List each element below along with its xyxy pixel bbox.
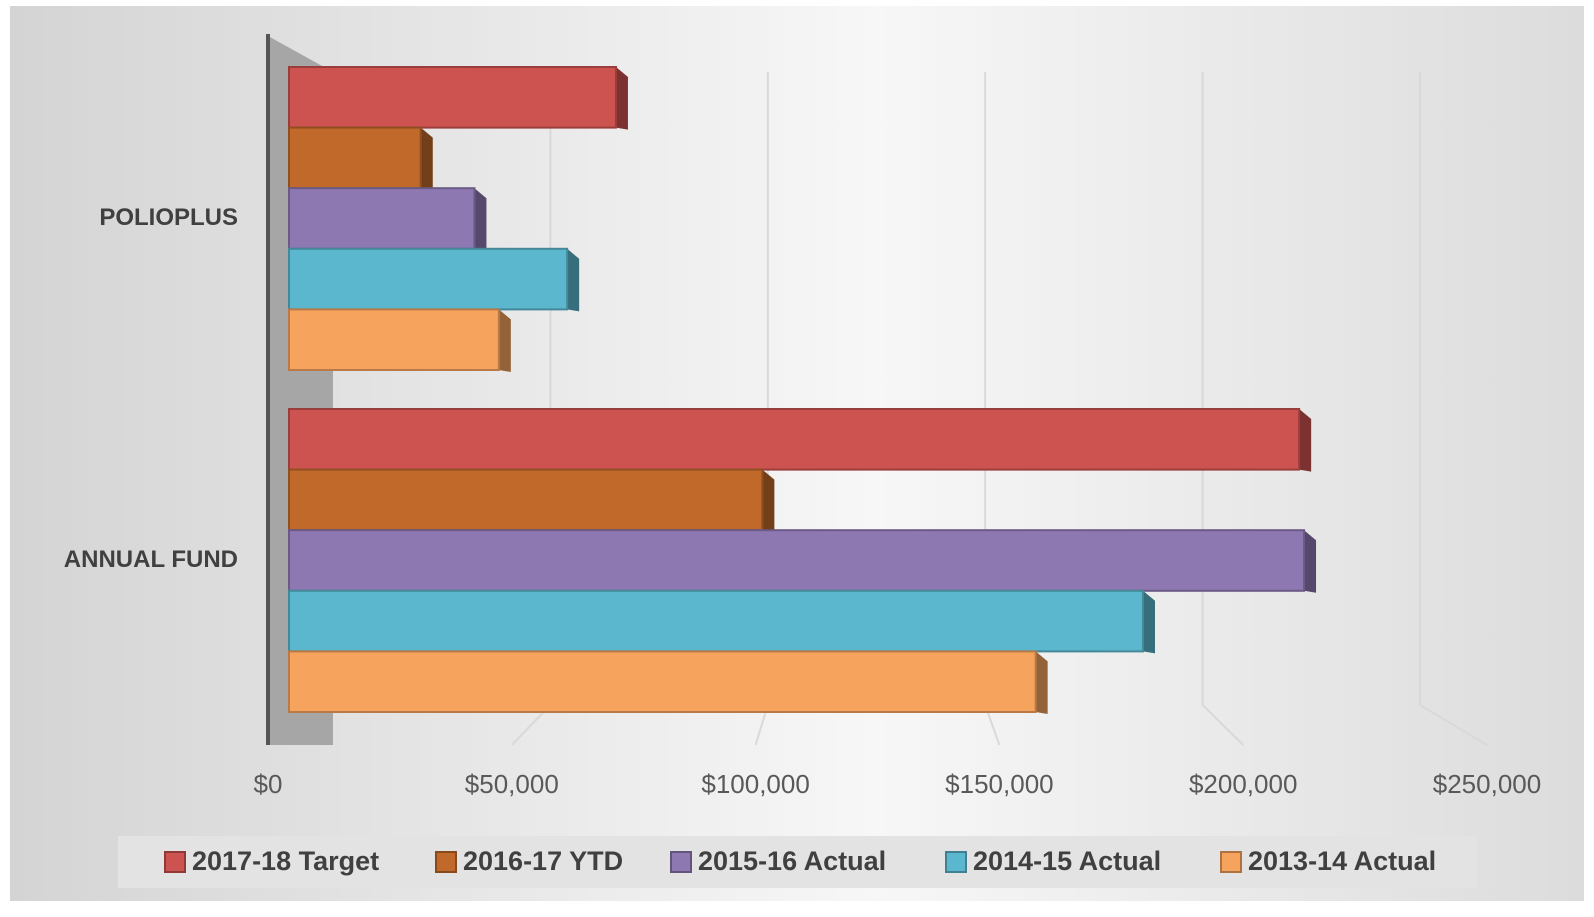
legend (118, 836, 1477, 888)
category-label: ANNUAL FUND (64, 546, 238, 573)
legend-swatch (670, 851, 692, 873)
bar-side (567, 248, 580, 312)
bar (288, 308, 500, 371)
bar (288, 529, 1306, 592)
legend-swatch (435, 851, 457, 873)
bar-side (474, 188, 487, 251)
bar (288, 589, 1144, 653)
bar (288, 468, 764, 532)
bar (288, 650, 1037, 714)
bar-side (615, 67, 628, 130)
legend-label: 2013-14 Actual (1248, 846, 1436, 876)
bar-side (1143, 590, 1155, 654)
legend-label: 2017-18 Target (192, 846, 379, 876)
legend-label: 2016-17 YTD (463, 846, 623, 876)
grid-line-floor (1419, 704, 1488, 746)
category-label: POLIOPLUS (99, 204, 238, 231)
bar (288, 247, 569, 311)
legend-label: 2015-16 Actual (698, 846, 886, 876)
x-tick-label: $150,000 (945, 769, 1053, 799)
legend-swatch (945, 851, 967, 873)
bar-side (1035, 651, 1048, 714)
bar (288, 66, 617, 129)
bar (288, 408, 1301, 471)
x-tick-label: $100,000 (701, 769, 809, 799)
bar-side (1304, 530, 1317, 593)
bar-side (420, 127, 433, 191)
legend-label: 2014-15 Actual (973, 846, 1161, 876)
x-tick-label: $50,000 (465, 769, 559, 799)
x-tick-label: $200,000 (1189, 769, 1297, 799)
bar-side (498, 309, 511, 372)
grid-line-floor (1201, 704, 1244, 746)
x-tick-label: $250,000 (1433, 769, 1541, 799)
bar (288, 126, 422, 190)
legend-swatch (164, 851, 186, 873)
bar-side (762, 469, 775, 533)
bar (288, 187, 476, 250)
bar-side (1299, 409, 1312, 472)
x-tick-label: $0 (254, 769, 283, 799)
legend-swatch (1220, 851, 1242, 873)
